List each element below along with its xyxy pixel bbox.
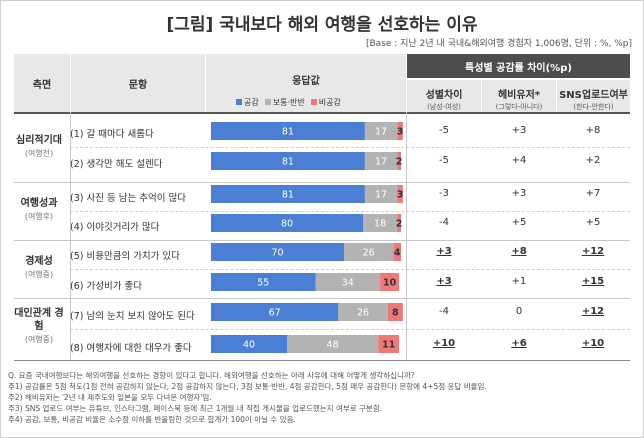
header-sns-label: SNS업로드여부 (559, 90, 628, 101)
category-relationship-sub: (여행중) (24, 335, 54, 344)
row-divider (70, 211, 630, 212)
footnotes: Q. 요즘 국내여행보다는 해외여행을 선호하는 경향이 있다고 합니다. 해외… (8, 370, 487, 425)
legend-disagree-label: 비공감 (318, 98, 341, 107)
category-economy-name: 경제성 (25, 256, 53, 267)
diff-gender-4: -4 (439, 217, 449, 228)
item-label-7: (7) 남의 눈치 보지 않아도 된다 (70, 311, 195, 322)
footnote-2: 주2) 헤비유저는 '2년 내 제주도와 일본을 모두 다녀온 여행자'임. (8, 393, 212, 402)
legend-neutral: 보통·반반 (264, 97, 305, 108)
header-gender-label: 성별차이 (425, 90, 463, 101)
category-travel-outcome-sub: (여행후) (24, 212, 54, 221)
diff-hebi-2: +4 (511, 155, 527, 166)
category-relationship: 대인관계 경험 (여행중) (14, 307, 64, 346)
item-label-1: (1) 갈 때마다 새롭다 (70, 129, 154, 140)
footnote-question: Q. 요즘 국내여행보다는 해외여행을 선호하는 경향이 있다고 합니다. 해외… (8, 371, 415, 380)
group-divider (14, 182, 630, 183)
diff-column-line (406, 112, 407, 360)
header-gender-sub: (남성-여성) (427, 103, 461, 111)
legend-agree: 공감 (236, 97, 259, 108)
row-divider (70, 147, 630, 148)
diff-hebi-4: +5 (511, 217, 527, 228)
diff-sns-8: +10 (581, 338, 605, 349)
diff-sns-1: +8 (585, 125, 601, 136)
row-divider (70, 329, 630, 330)
diff-sns-2: +2 (585, 155, 601, 166)
category-economy: 경제성 (여행중) (14, 255, 64, 281)
item-label-8: (8) 여행자에 대한 대우가 좋다 (70, 343, 192, 354)
footnote-1: 주1) 공감률은 5점 척도(1점 전혀 공감하지 않는다, 2점 공감하지 않… (8, 382, 487, 391)
diff-gender-2: -5 (439, 155, 449, 166)
category-economy-sub: (여행중) (24, 270, 54, 279)
category-psychological: 심리적기대 (여행전) (14, 134, 64, 160)
item-label-5: (5) 비용만큼의 가치가 있다 (70, 251, 180, 262)
diff-gender-5: +3 (436, 246, 452, 257)
legend-agree-swatch (236, 99, 242, 105)
diff-sns-3: +7 (585, 188, 601, 199)
row-divider (70, 269, 630, 270)
diff-sns-7: +12 (581, 306, 605, 317)
category-travel-outcome-name: 여행성과 (20, 198, 58, 209)
diff-hebi-1: +3 (511, 125, 527, 136)
header-hebi-label: 헤비유저* (497, 90, 541, 101)
diff-hebi-6: +1 (511, 276, 527, 287)
diff-hebi-8: +6 (511, 338, 527, 349)
category-relationship-name: 대인관계 경험 (14, 308, 64, 332)
legend-disagree-swatch (310, 99, 317, 105)
group-divider (14, 298, 630, 299)
header-hebi: 헤비유저* (그렇다-아니다) (482, 80, 556, 112)
header-bottom-line (14, 112, 630, 114)
group-divider (14, 240, 630, 241)
diff-sns-4: +5 (585, 217, 601, 228)
item-label-2: (2) 생각만 해도 설렌다 (70, 159, 163, 170)
legend: 공감 보통·반반 비공감 (236, 97, 341, 108)
diff-sns-6: +15 (581, 276, 605, 287)
figure-title: [그림] 국내보다 해외 여행을 선호하는 이유 (166, 15, 478, 35)
base-note: [Base : 지난 2년 내 국내&해외여행 경험자 1,006명, 단위 :… (366, 39, 632, 49)
legend-disagree: 비공감 (310, 97, 341, 108)
header-item: 문항 (71, 54, 205, 112)
header-hebi-sub: (그렇다-아니다) (495, 103, 543, 111)
diff-gender-3: -3 (439, 188, 449, 199)
diff-hebi-3: +3 (511, 188, 527, 199)
header-gender: 성별차이 (남성-여성) (407, 80, 481, 112)
diff-gender-6: +3 (436, 276, 452, 287)
legend-agree-label: 공감 (244, 98, 259, 107)
diff-gender-8: +10 (432, 338, 456, 349)
item-label-4: (4) 이야깃거리가 많다 (70, 222, 160, 233)
header-sns: SNS업로드여부 (한다-안한다) (557, 80, 630, 112)
diff-hebi-5: +8 (511, 246, 527, 257)
diff-sns-5: +12 (581, 246, 605, 257)
diff-gender-7: -4 (439, 306, 449, 317)
diff-gender-1: -5 (439, 125, 449, 136)
footnote-3: 주3) SNS 업로드 여부는 유튜브, 인스타그램, 페이스북 등에 최근 1… (8, 404, 383, 413)
item-label-6: (6) 가성비가 좋다 (70, 281, 142, 292)
item-label-3: (3) 사진 등 남는 추억이 많다 (70, 193, 186, 204)
legend-neutral-swatch (264, 99, 271, 105)
header-aspect: 측면 (14, 54, 70, 112)
header-sns-sub: (한다-안한다) (573, 103, 614, 111)
footnote-4: 주4) 공감, 보통, 비공감 비율은 소수점 이하를 반올림한 것으로 합계가… (8, 415, 296, 424)
header-diff-group: 특성별 공감률 차이(%p) (407, 54, 630, 78)
category-psychological-name: 심리적기대 (16, 135, 62, 146)
legend-neutral-label: 보통·반반 (272, 98, 305, 107)
aspect-column-line (70, 112, 71, 360)
category-psychological-sub: (여행전) (24, 149, 54, 158)
diff-hebi-7: 0 (515, 306, 523, 317)
table-bottom-line (14, 360, 630, 361)
category-travel-outcome: 여행성과 (여행후) (14, 197, 64, 223)
